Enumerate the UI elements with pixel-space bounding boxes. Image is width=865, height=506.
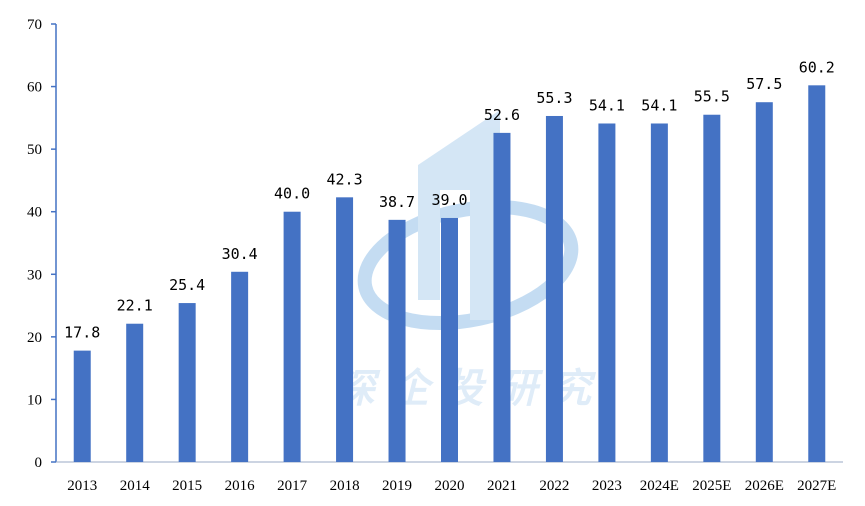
x-tick-label: 2015 xyxy=(172,478,202,494)
data-label: 42.3 xyxy=(327,170,363,188)
data-label: 54.1 xyxy=(641,96,677,114)
x-tick-label: 2026E xyxy=(745,478,784,494)
x-tick-label: 2021 xyxy=(487,478,517,494)
data-label: 39.0 xyxy=(431,191,467,209)
y-tick-label: 10 xyxy=(27,392,42,408)
bar xyxy=(73,350,91,462)
data-label: 22.1 xyxy=(117,297,153,315)
bar xyxy=(336,197,354,462)
data-label: 55.5 xyxy=(694,88,730,106)
bars xyxy=(73,85,826,463)
data-label: 55.3 xyxy=(536,89,572,107)
x-tick-label: 2017 xyxy=(277,478,308,494)
data-label: 52.6 xyxy=(484,106,520,124)
x-tick-label: 2027E xyxy=(797,478,836,494)
x-tick-label: 2016 xyxy=(225,478,256,494)
y-tick-label: 40 xyxy=(27,205,42,221)
bar xyxy=(703,114,721,462)
bar xyxy=(493,132,511,463)
bar xyxy=(231,271,249,462)
bar xyxy=(178,303,196,462)
bar xyxy=(545,115,563,462)
watermark-arrow-icon xyxy=(418,110,500,320)
x-tick-label: 2024E xyxy=(640,478,679,494)
bar xyxy=(598,123,616,462)
bar xyxy=(808,85,826,462)
data-label: 30.4 xyxy=(222,245,258,263)
y-tick-label: 20 xyxy=(27,330,42,346)
bar xyxy=(126,323,144,462)
bar xyxy=(283,211,301,462)
y-tick-label: 30 xyxy=(27,267,42,283)
labels: 17.8 2013 22.1 2014 25.4 2015 30.4 2016 40.0 2017… xyxy=(64,58,836,494)
x-tick-label: 2022 xyxy=(539,478,569,494)
data-label: 38.7 xyxy=(379,193,415,211)
data-label: 57.5 xyxy=(746,75,782,93)
data-label: 25.4 xyxy=(169,276,205,294)
y-tick-label: 60 xyxy=(27,80,42,96)
bar xyxy=(650,123,668,462)
bar xyxy=(388,219,406,462)
y-tick-label: 70 xyxy=(27,17,42,33)
x-tick-label: 2025E xyxy=(692,478,731,494)
y-tick-label: 50 xyxy=(27,142,42,158)
bar xyxy=(441,217,458,462)
data-label: 17.8 xyxy=(64,324,100,342)
bar xyxy=(755,102,773,462)
x-tick-label: 2019 xyxy=(382,478,412,494)
x-tick-label: 2013 xyxy=(67,478,97,494)
data-label: 54.1 xyxy=(589,96,625,114)
x-tick-label: 2023 xyxy=(592,478,622,494)
watermark-text: 深企投研究 xyxy=(335,365,605,412)
data-label: 40.0 xyxy=(274,185,310,203)
x-tick-label: 2018 xyxy=(330,478,360,494)
y-tick-label: 0 xyxy=(35,455,43,471)
x-tick-label: 2014 xyxy=(120,478,151,494)
watermark-logo: 深企投研究 xyxy=(335,110,605,412)
data-label: 60.2 xyxy=(799,58,835,76)
x-tick-label: 2020 xyxy=(435,478,465,494)
